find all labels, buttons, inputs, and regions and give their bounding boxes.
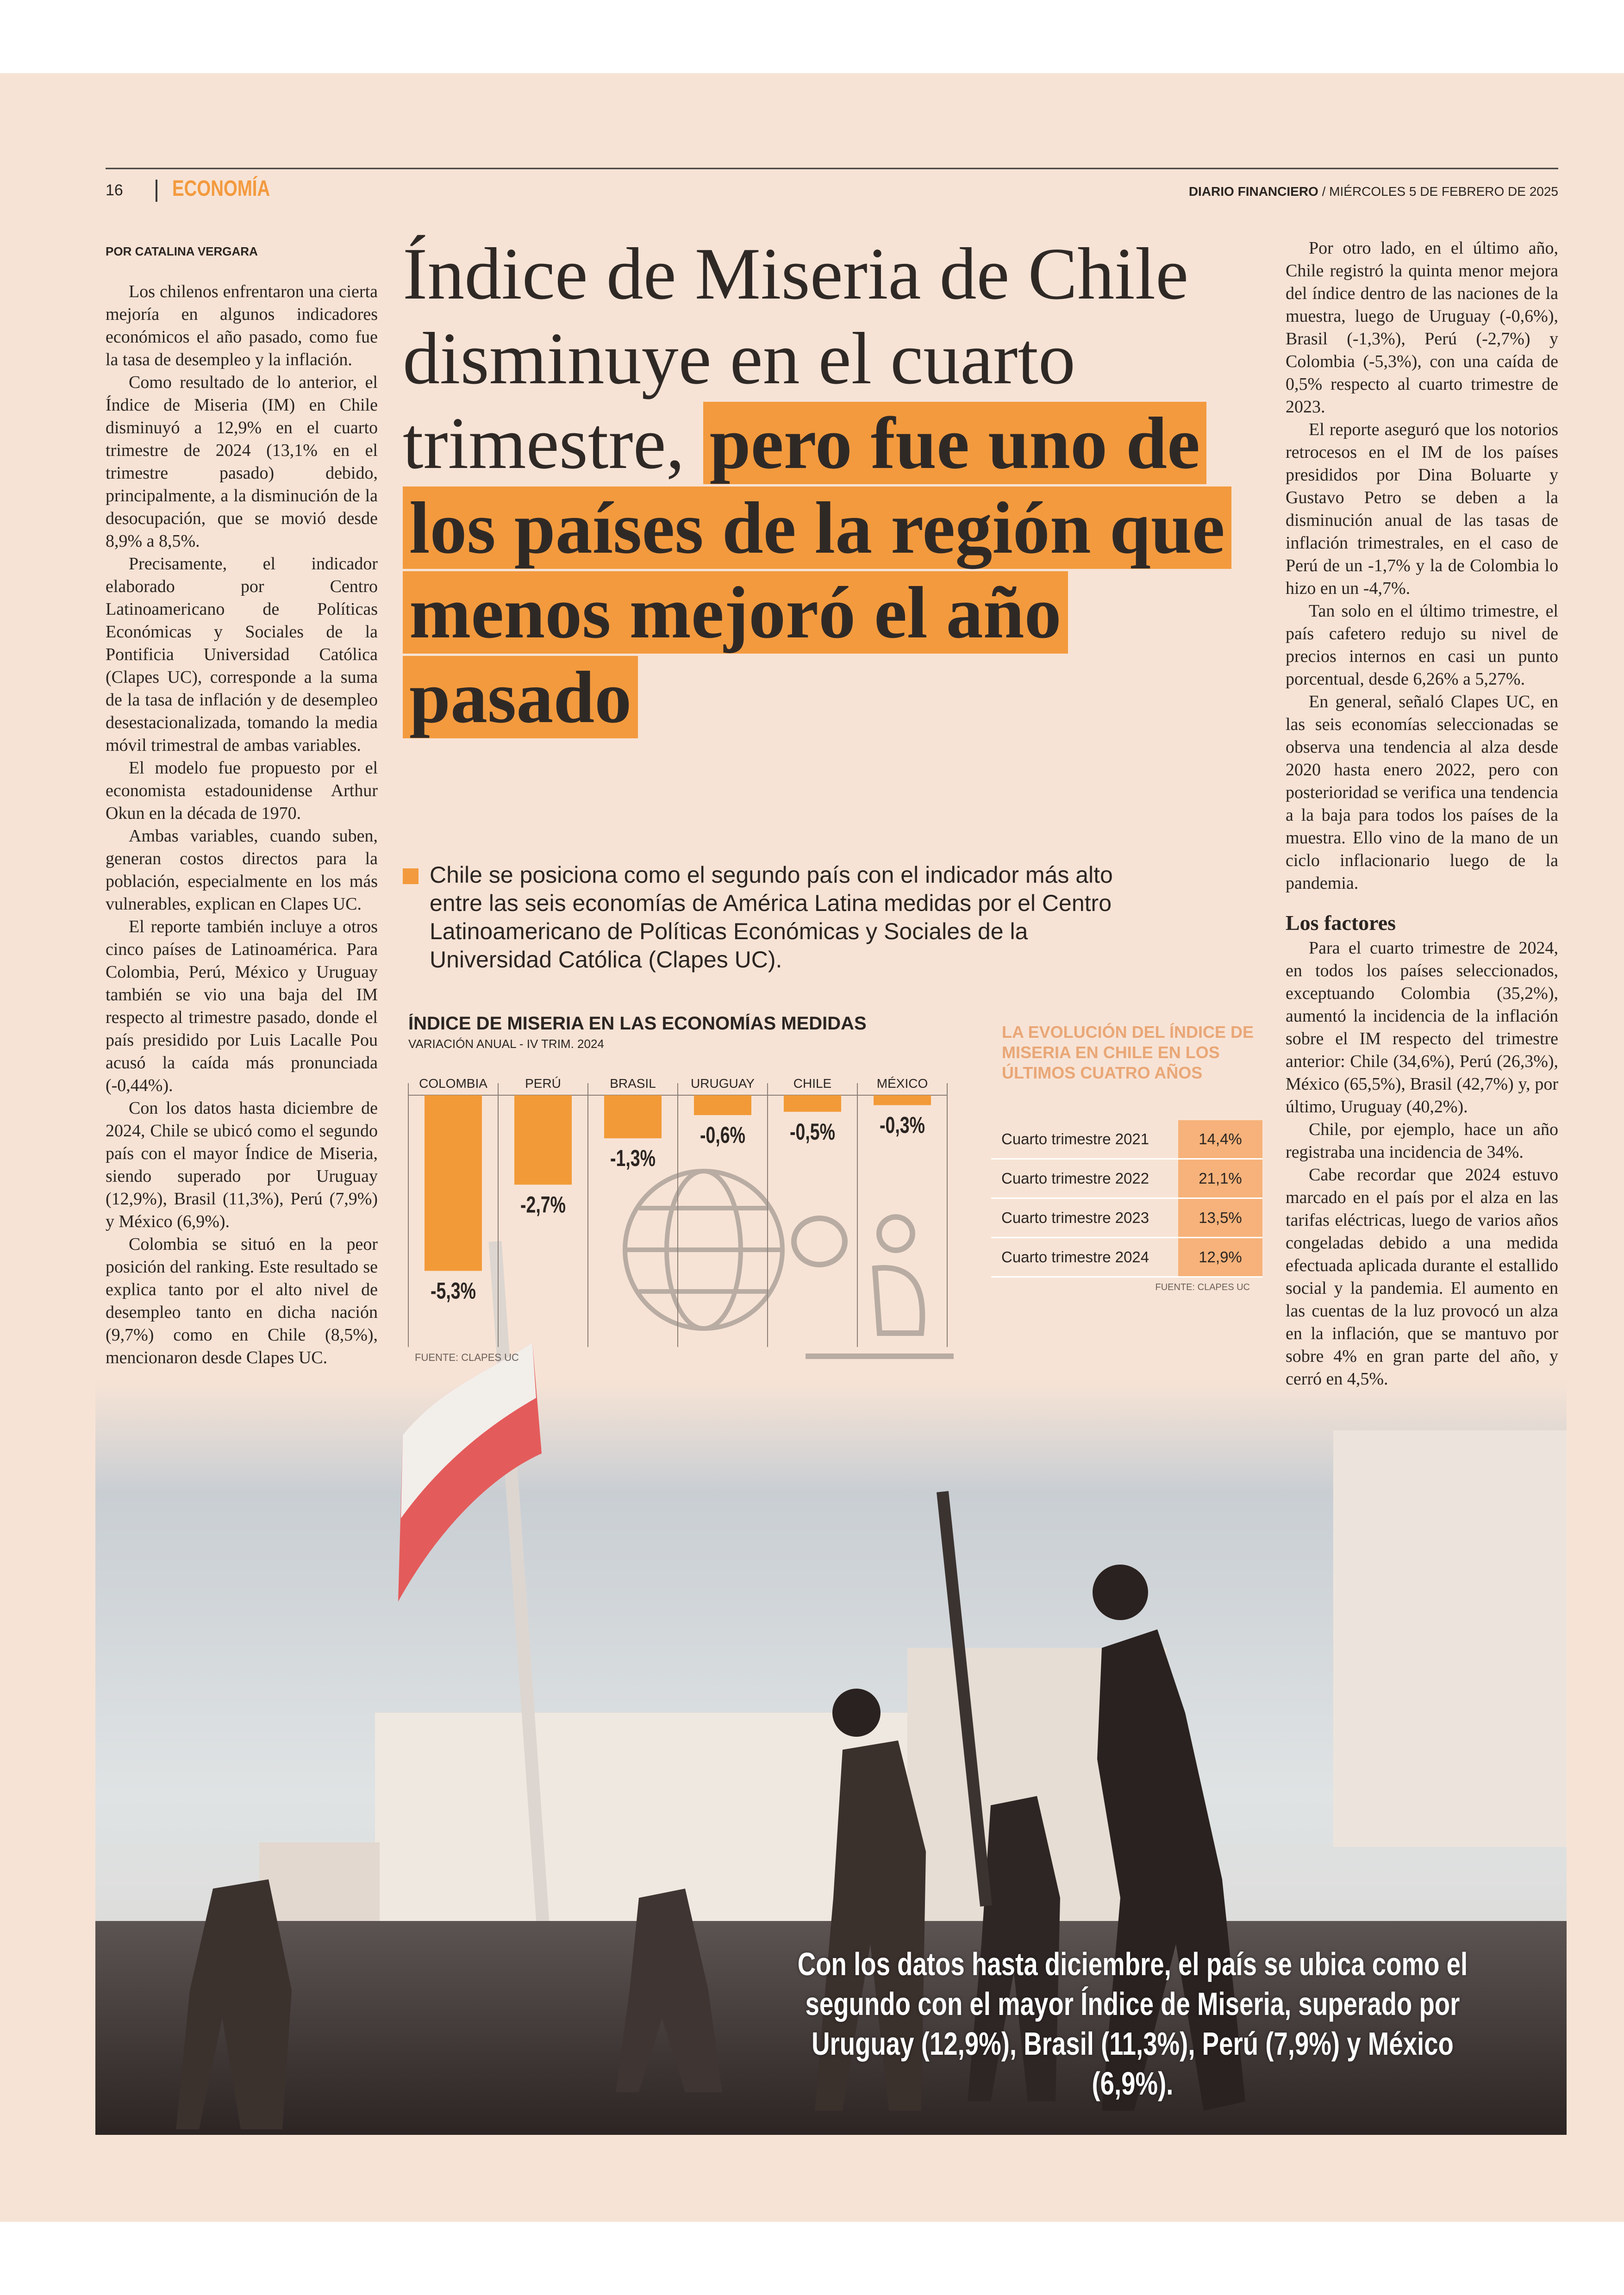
date: / MIÉRCOLES 5 DE FEBRERO DE 2025 bbox=[1322, 184, 1558, 199]
table-cell: Cuarto trimestre 2023 bbox=[991, 1199, 1178, 1237]
table-cell: Cuarto trimestre 2024 bbox=[991, 1238, 1178, 1276]
headline: Índice de Miseria de Chile disminuye en … bbox=[403, 231, 1245, 740]
photo-traffic-light bbox=[937, 1491, 992, 1907]
photo-pedestrian bbox=[176, 1879, 292, 2129]
paragraph: Colombia se situó en la peor posición de… bbox=[106, 1235, 378, 1367]
person-icon bbox=[791, 1214, 954, 1359]
photo-flag bbox=[401, 1342, 536, 1518]
left-column: Los chilenos enfrentaron una cierta mejo… bbox=[106, 281, 378, 1369]
paragraph: Para el cuarto trimestre de 2024, en tod… bbox=[1286, 938, 1558, 1116]
headline-text: Índice de Miseria de Chile disminuye en … bbox=[403, 232, 1189, 484]
paragraph: Como resultado de lo anterior, el Índice… bbox=[106, 373, 378, 551]
bar bbox=[604, 1095, 662, 1139]
table-cell: 21,1% bbox=[1178, 1160, 1262, 1197]
section-name: ECONOMÍA bbox=[172, 176, 270, 201]
paragraph: Con los datos hasta diciembre de 2024, C… bbox=[106, 1098, 378, 1231]
section-heading: Los factores bbox=[1286, 911, 1396, 935]
table-cell: 13,5% bbox=[1178, 1199, 1262, 1237]
paragraph: Cabe recordar que 2024 estuvo marcado en… bbox=[1286, 1165, 1558, 1389]
category-label: BRASIL bbox=[610, 1076, 656, 1091]
category-label: PERÚ bbox=[525, 1076, 561, 1091]
table-cell: 12,9% bbox=[1178, 1238, 1262, 1276]
category-label: CHILE bbox=[793, 1076, 831, 1091]
table-cell: 14,4% bbox=[1178, 1120, 1262, 1158]
table-cell: Cuarto trimestre 2022 bbox=[991, 1160, 1178, 1197]
bar bbox=[514, 1095, 572, 1185]
category-label: COLOMBIA bbox=[419, 1076, 487, 1091]
table-source: FUENTE: CLAPES UC bbox=[1155, 1282, 1250, 1292]
page-number: 16 bbox=[106, 181, 123, 199]
photo-pedestrian bbox=[1093, 1565, 1148, 1620]
paragraph: Tan solo en el último trimestre, el país… bbox=[1286, 601, 1558, 689]
right-column: Por otro lado, en el último año, Chile r… bbox=[1286, 237, 1558, 1391]
paragraph: El reporte también incluye a otros cinco… bbox=[106, 917, 378, 1095]
category-label: MÉXICO bbox=[877, 1076, 928, 1091]
paragraph: El modelo fue propuesto por el economist… bbox=[106, 758, 378, 823]
table-row: Cuarto trimestre 2021 14,4% bbox=[991, 1120, 1262, 1160]
subtitle: Chile se posiciona como el segundo país … bbox=[430, 862, 1113, 973]
value-label: -0,5% bbox=[790, 1119, 835, 1145]
paragraph: Chile, por ejemplo, hace un año registra… bbox=[1286, 1120, 1558, 1162]
globe-icon bbox=[623, 1169, 785, 1331]
value-label: -0,6% bbox=[700, 1123, 745, 1148]
chart-title: ÍNDICE DE MISERIA EN LAS ECONOMÍAS MEDID… bbox=[408, 1014, 867, 1034]
paragraph: Precisamente, el indicador elaborado por… bbox=[106, 554, 378, 755]
photo-pedestrian bbox=[832, 1689, 881, 1737]
table-row: Cuarto trimestre 2023 13,5% bbox=[991, 1199, 1262, 1238]
photo-pedestrian bbox=[815, 1740, 926, 2111]
category-label: URUGUAY bbox=[691, 1076, 755, 1091]
bar bbox=[694, 1095, 751, 1115]
table-title: LA EVOLUCIÓN DEL ÍNDICE DE MISERIA EN CH… bbox=[1002, 1023, 1254, 1082]
value-label: -5,3% bbox=[431, 1278, 476, 1303]
bar bbox=[874, 1095, 931, 1105]
paragraph: Los chilenos enfrentaron una cierta mejo… bbox=[106, 282, 378, 369]
photo-building bbox=[1333, 1430, 1567, 1847]
value-label: -0,3% bbox=[880, 1112, 925, 1138]
table-row: Cuarto trimestre 2024 12,9% bbox=[991, 1238, 1262, 1278]
publication: DIARIO FINANCIERO bbox=[1188, 184, 1318, 199]
paragraph: Ambas variables, cuando suben, generan c… bbox=[106, 826, 378, 914]
value-label: -2,7% bbox=[520, 1192, 566, 1217]
paragraph: En general, señaló Clapes UC, en las sei… bbox=[1286, 692, 1558, 893]
photo-pedestrian bbox=[968, 1796, 1060, 2102]
photo-caption: Con los datos hasta diciembre, el país s… bbox=[797, 1946, 1468, 2102]
table-row: Cuarto trimestre 2022 21,1% bbox=[991, 1160, 1262, 1199]
value-label: -1,3% bbox=[610, 1146, 656, 1171]
header-divider bbox=[156, 180, 157, 202]
byline: POR CATALINA VERGARA bbox=[106, 244, 258, 258]
bar bbox=[425, 1095, 482, 1271]
chart-source: FUENTE: CLAPES UC bbox=[415, 1352, 519, 1363]
header-right: DIARIO FINANCIERO / MIÉRCOLES 5 DE FEBRE… bbox=[1189, 184, 1558, 199]
photo-pedestrian bbox=[616, 1889, 722, 2092]
table-cell: Cuarto trimestre 2021 bbox=[991, 1120, 1178, 1158]
chart-subtitle: VARIACIÓN ANUAL - IV TRIM. 2024 bbox=[408, 1037, 604, 1051]
bar-chart: ÍNDICE DE MISERIA EN LAS ECONOMÍAS MEDID… bbox=[408, 1014, 948, 1363]
paragraph: Por otro lado, en el último año, Chile r… bbox=[1286, 238, 1558, 417]
paragraph: El reporte aseguró que los notorios retr… bbox=[1286, 420, 1558, 598]
bar bbox=[784, 1095, 841, 1112]
subtitle-bullet bbox=[403, 868, 418, 884]
photo-pedestrian bbox=[1097, 1629, 1245, 2111]
